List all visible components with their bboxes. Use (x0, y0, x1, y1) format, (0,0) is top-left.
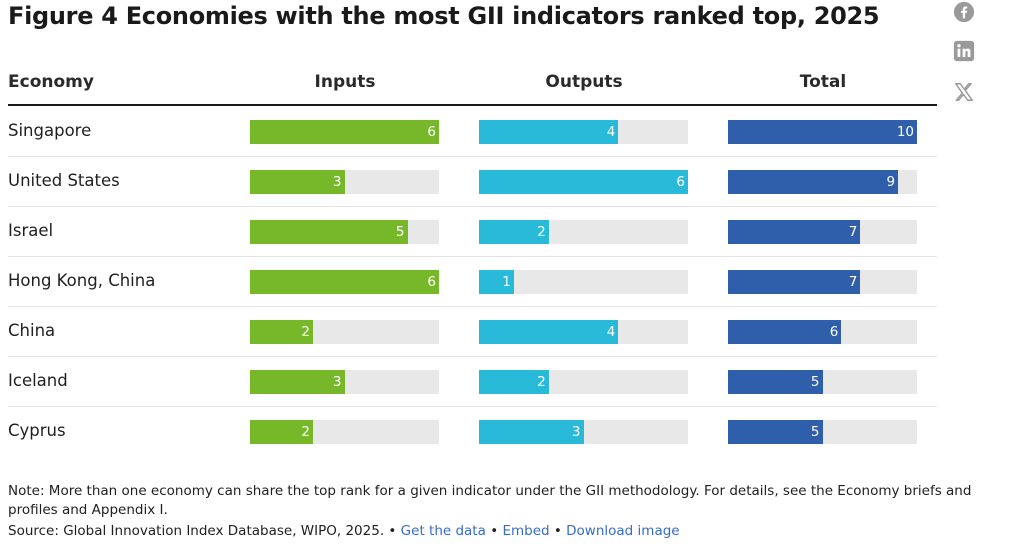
total-bar-track: 9 (728, 170, 917, 194)
total-bar-track: 6 (728, 320, 917, 344)
inputs-value-label: 3 (332, 174, 342, 190)
download-image-link[interactable]: Download image (566, 523, 680, 539)
total-bar-track: 7 (728, 270, 917, 294)
inputs-value-label: 6 (427, 124, 436, 140)
outputs-bar-track: 1 (479, 270, 688, 294)
outputs-bar-track: 3 (479, 420, 688, 444)
table-row: Iceland 3 2 5 (8, 357, 937, 407)
column-header-total: Total (799, 72, 847, 92)
outputs-value-label: 4 (606, 124, 616, 140)
column-header-inputs: Inputs (314, 72, 376, 92)
bar-table: Singapore 6 4 10 United States 3 6 9 Israel 5 2 7 Ho… (8, 107, 937, 457)
column-header-outputs: Outputs (545, 72, 623, 92)
inputs-bar-track: 6 (250, 270, 439, 294)
x-share-button[interactable] (952, 80, 976, 104)
inputs-bar: 5 (250, 220, 408, 244)
outputs-bar: 6 (479, 170, 688, 194)
table-row: United States 3 6 9 (8, 157, 937, 207)
economy-label: Hong Kong, China (8, 271, 156, 290)
inputs-value-label: 3 (332, 374, 342, 390)
economy-label: Israel (8, 221, 54, 240)
total-bar-track: 7 (728, 220, 917, 244)
inputs-value-label: 6 (427, 274, 436, 290)
total-bar-track: 10 (728, 120, 917, 144)
inputs-bar: 3 (250, 170, 345, 194)
bullet-separator: • (490, 523, 499, 539)
chart-note: Note: More than one economy can share th… (8, 483, 972, 518)
economy-label: China (8, 321, 56, 340)
linkedin-share-button[interactable] (952, 39, 976, 63)
inputs-bar: 3 (250, 370, 345, 394)
inputs-bar-track: 3 (250, 370, 439, 394)
facebook-share-button[interactable] (952, 0, 976, 24)
outputs-bar: 2 (479, 220, 549, 244)
total-bar: 9 (728, 170, 899, 194)
total-value-label: 7 (848, 224, 858, 240)
outputs-bar-track: 2 (479, 220, 688, 244)
table-row: Hong Kong, China 6 1 7 (8, 257, 937, 307)
inputs-bar: 2 (250, 420, 313, 444)
total-bar: 6 (728, 320, 842, 344)
outputs-value-label: 3 (571, 424, 581, 440)
outputs-value-label: 2 (537, 374, 546, 390)
inputs-bar: 2 (250, 320, 313, 344)
table-row: Israel 5 2 7 (8, 207, 937, 257)
x-icon (955, 83, 973, 101)
economy-label: Cyprus (8, 421, 66, 440)
inputs-bar-track: 2 (250, 320, 439, 344)
total-bar-track: 5 (728, 370, 917, 394)
total-bar: 7 (728, 220, 861, 244)
source-text: Source: Global Innovation Index Database… (8, 523, 397, 539)
economy-label: Iceland (8, 371, 68, 390)
total-value-label: 5 (810, 424, 820, 440)
linkedin-icon (953, 40, 975, 62)
table-header: Economy Inputs Outputs Total (8, 68, 937, 106)
bullet-separator: • (553, 523, 562, 539)
outputs-bar: 2 (479, 370, 549, 394)
inputs-value-label: 5 (395, 224, 405, 240)
table-row: Cyprus 2 3 5 (8, 407, 937, 457)
outputs-bar-track: 4 (479, 120, 688, 144)
outputs-bar-track: 4 (479, 320, 688, 344)
total-bar-track: 5 (728, 420, 917, 444)
outputs-value-label: 6 (676, 174, 685, 190)
inputs-bar-track: 3 (250, 170, 439, 194)
inputs-bar: 6 (250, 270, 439, 294)
inputs-bar-track: 2 (250, 420, 439, 444)
column-header-economy: Economy (8, 72, 94, 92)
inputs-bar-track: 5 (250, 220, 439, 244)
total-bar: 5 (728, 420, 823, 444)
chart-source: Source: Global Innovation Index Database… (8, 523, 680, 539)
facebook-icon (953, 1, 975, 23)
outputs-value-label: 2 (537, 224, 546, 240)
table-row: Singapore 6 4 10 (8, 107, 937, 157)
outputs-bar: 4 (479, 120, 619, 144)
economy-label: Singapore (8, 121, 92, 140)
outputs-bar: 4 (479, 320, 619, 344)
outputs-value-label: 4 (606, 324, 616, 340)
total-value-label: 7 (848, 274, 858, 290)
inputs-bar-track: 6 (250, 120, 439, 144)
get-data-link[interactable]: Get the data (400, 523, 486, 539)
total-bar: 10 (728, 120, 917, 144)
embed-link[interactable]: Embed (502, 523, 550, 539)
total-value-label: 10 (896, 124, 914, 140)
inputs-bar: 6 (250, 120, 439, 144)
table-row: China 2 4 6 (8, 307, 937, 357)
total-value-label: 5 (810, 374, 820, 390)
outputs-bar-track: 6 (479, 170, 688, 194)
total-value-label: 6 (829, 324, 839, 340)
total-bar: 5 (728, 370, 823, 394)
outputs-value-label: 1 (502, 274, 511, 290)
economy-label: United States (8, 171, 120, 190)
outputs-bar-track: 2 (479, 370, 688, 394)
outputs-bar: 3 (479, 420, 584, 444)
inputs-value-label: 2 (301, 324, 310, 340)
chart-title: Figure 4 Economies with the most GII ind… (8, 2, 880, 30)
total-bar: 7 (728, 270, 861, 294)
inputs-value-label: 2 (301, 424, 310, 440)
outputs-bar: 1 (479, 270, 514, 294)
total-value-label: 9 (886, 174, 896, 190)
